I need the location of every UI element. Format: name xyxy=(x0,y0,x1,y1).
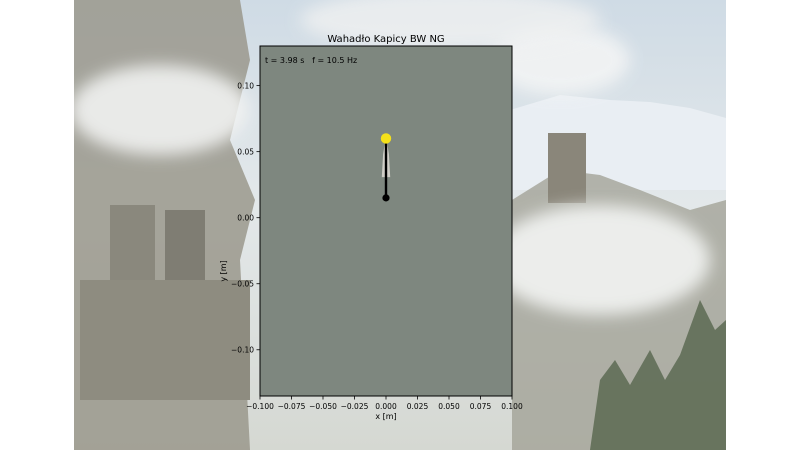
x-tick-label: −0.075 xyxy=(278,402,306,411)
pendulum-bob xyxy=(380,133,392,144)
mist-cloud-1 xyxy=(70,65,250,155)
x-tick-label: 0.050 xyxy=(438,402,460,411)
x-tick-label: 0.075 xyxy=(470,402,492,411)
y-tick-label: 0.05 xyxy=(237,147,254,156)
mist-cloud-2 xyxy=(490,205,710,315)
chart-title: Wahadło Kapicy BW NG xyxy=(327,34,444,45)
x-tick-label: −0.100 xyxy=(246,402,274,411)
distant-mountain xyxy=(510,95,726,190)
x-tick-label: −0.025 xyxy=(341,402,369,411)
pendulum-marks xyxy=(380,133,392,202)
letterbox-left xyxy=(0,0,74,450)
castle-tower-left xyxy=(165,210,205,285)
y-tick-label: −0.10 xyxy=(231,345,254,354)
x-tick-label: 0.100 xyxy=(501,402,523,411)
y-axis-label: y [m] xyxy=(219,260,228,281)
x-tick-label: 0.025 xyxy=(407,402,429,411)
y-axis: 0.10 0.05 0.00 −0.05 −0.10 xyxy=(231,81,260,354)
x-axis-label: x [m] xyxy=(375,412,396,421)
castle-keep-left xyxy=(110,205,155,290)
castle-wall-left xyxy=(80,280,250,400)
x-tick-label: −0.050 xyxy=(309,402,337,411)
chart: Wahadło Kapicy BW NG −0.100 −0.075 −0.050−… xyxy=(219,34,523,421)
x-axis: −0.100 −0.075 −0.050 −0.025 0.000 0.025 0.050 0… xyxy=(246,396,523,411)
castle-tower-right xyxy=(548,133,586,203)
y-tick-label: −0.05 xyxy=(231,279,254,288)
plot-area xyxy=(260,46,512,396)
y-tick-label: 0.00 xyxy=(237,213,254,222)
letterbox-right xyxy=(726,0,800,450)
forest-right xyxy=(590,300,726,450)
plot-frame xyxy=(259,45,513,397)
y-tick-label: 0.10 xyxy=(237,81,254,90)
x-tick-label: 0.000 xyxy=(375,402,397,411)
chart-annotation: t = 3.98 s f = 10.5 Hz xyxy=(265,56,357,65)
pendulum-pivot xyxy=(382,194,390,202)
mist-cloud-4 xyxy=(300,0,600,50)
